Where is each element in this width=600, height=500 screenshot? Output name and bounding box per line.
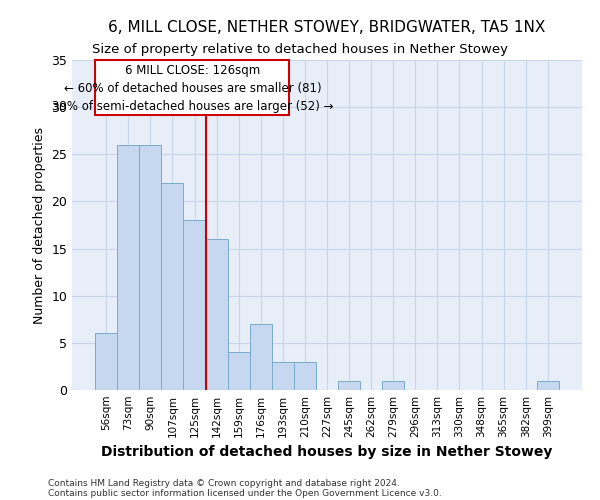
Text: Contains HM Land Registry data © Crown copyright and database right 2024.: Contains HM Land Registry data © Crown c… [48, 478, 400, 488]
Y-axis label: Number of detached properties: Number of detached properties [33, 126, 46, 324]
Bar [272, 362, 294, 390]
Text: 39% of semi-detached houses are larger (52) →: 39% of semi-detached houses are larger (… [52, 100, 333, 113]
Bar [250, 324, 272, 390]
Bar [184, 220, 206, 390]
Bar [95, 60, 289, 114]
Text: Size of property relative to detached houses in Nether Stowey: Size of property relative to detached ho… [92, 42, 508, 56]
Title: 6, MILL CLOSE, NETHER STOWEY, BRIDGWATER, TA5 1NX: 6, MILL CLOSE, NETHER STOWEY, BRIDGWATER… [109, 20, 545, 35]
Bar [95, 334, 117, 390]
Bar [227, 352, 250, 390]
Bar [139, 145, 161, 390]
Bar [161, 182, 184, 390]
Text: ← 60% of detached houses are smaller (81): ← 60% of detached houses are smaller (81… [64, 82, 321, 95]
Text: Contains public sector information licensed under the Open Government Licence v3: Contains public sector information licen… [48, 488, 442, 498]
Bar [338, 380, 360, 390]
Bar [206, 239, 227, 390]
Bar [117, 145, 139, 390]
Bar [294, 362, 316, 390]
Bar [537, 380, 559, 390]
Text: 6 MILL CLOSE: 126sqm: 6 MILL CLOSE: 126sqm [125, 64, 260, 77]
Bar [382, 380, 404, 390]
X-axis label: Distribution of detached houses by size in Nether Stowey: Distribution of detached houses by size … [101, 446, 553, 460]
